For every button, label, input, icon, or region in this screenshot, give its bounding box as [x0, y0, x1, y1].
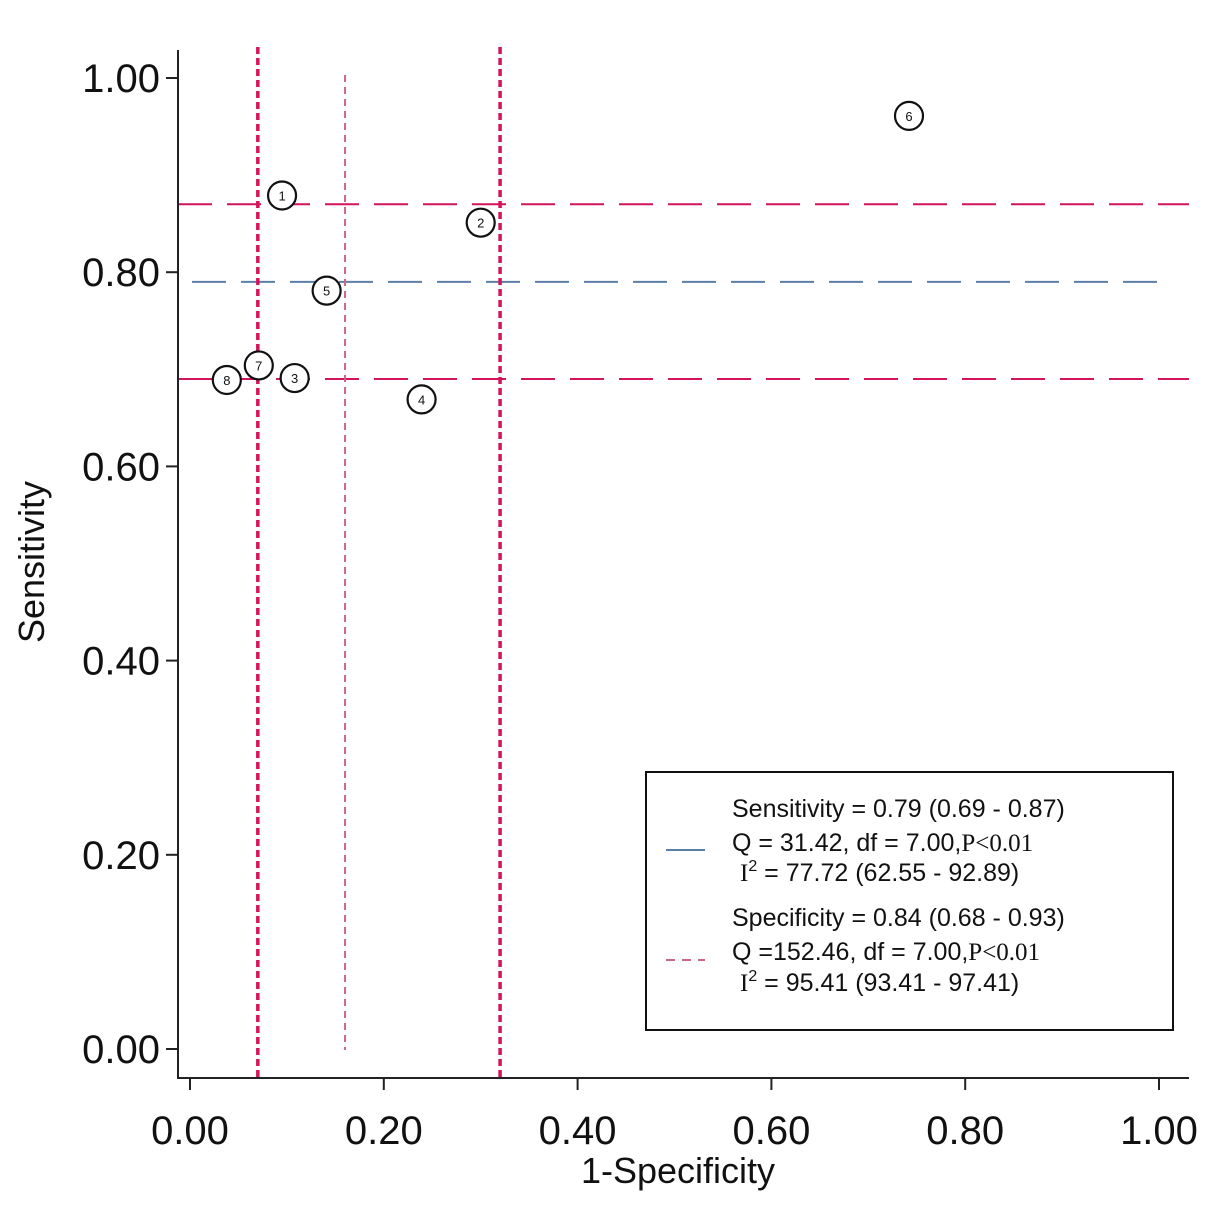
legend-sensitivity-line2: Q = 31.42, df = 7.00,P<0.01: [732, 829, 1033, 857]
study-point-label: 7: [255, 358, 262, 373]
study-point-8: 8: [211, 364, 242, 396]
x-tick-label: 0.60: [732, 1109, 810, 1153]
y-tick-label: 0.00: [82, 1028, 160, 1072]
legend-specificity-line2: Q =152.46, df = 7.00,P<0.01: [732, 938, 1040, 966]
study-point-label: 3: [291, 371, 298, 386]
study-point-circle: [211, 364, 242, 396]
y-tick-label: 0.40: [82, 640, 160, 684]
study-point-label: 1: [278, 188, 285, 203]
study-point-circle: [243, 350, 274, 381]
x-tick-label: 0.80: [926, 1109, 1004, 1153]
study-point-5: 5: [311, 275, 342, 306]
y-axis-title: Sensitivity: [11, 481, 52, 643]
study-point-label: 4: [418, 392, 425, 407]
study-point-1: 1: [266, 180, 298, 211]
study-point-4: 4: [406, 384, 437, 415]
x-axis-title: 1-Specificity: [581, 1150, 775, 1191]
x-tick-label: 0.40: [539, 1109, 617, 1153]
legend-sensitivity-line3: I2 = 77.72 (62.55 - 92.89): [740, 858, 1019, 887]
y-tick-label: 0.80: [82, 251, 160, 295]
x-tick-label: 0.00: [151, 1109, 229, 1153]
x-tick-label: 0.20: [345, 1109, 423, 1153]
reference-lines: [178, 47, 1189, 1078]
legend: Sensitivity = 0.79 (0.69 - 0.87) Q = 31.…: [645, 771, 1174, 1031]
legend-specificity-line3: I2 = 95.41 (93.41 - 97.41): [740, 968, 1019, 997]
legend-specificity-line1: Specificity = 0.84 (0.68 - 0.93): [732, 904, 1065, 932]
y-tick-label: 0.20: [82, 834, 160, 878]
study-point-label: 5: [323, 284, 330, 299]
study-point-circle: [266, 180, 298, 211]
legend-box: [645, 771, 1174, 1031]
legend-sensitivity-line1: Sensitivity = 0.79 (0.69 - 0.87): [732, 795, 1065, 823]
study-points: 1 2 3 4 5 6 7 8: [211, 100, 925, 415]
study-point-label: 6: [905, 109, 912, 124]
y-tick-label: 1.00: [82, 57, 160, 101]
study-point-circle: [465, 207, 496, 238]
study-point-label: 8: [223, 373, 230, 388]
axes: 0.00 0.20 0.40 0.60 0.80 1.00 0.00 0.20 0.40 0.60…: [82, 50, 1198, 1153]
study-point-3: 3: [279, 362, 310, 394]
study-point-label: 2: [477, 216, 484, 231]
study-point-circle: [279, 362, 310, 394]
study-point-2: 2: [465, 207, 496, 238]
study-point-7: 7: [243, 350, 274, 381]
x-tick-label: 1.00: [1120, 1109, 1198, 1153]
study-point-circle: [406, 384, 437, 415]
study-point-6: 6: [893, 100, 925, 131]
study-point-circle: [893, 100, 925, 131]
study-point-circle: [311, 275, 342, 306]
y-tick-label: 0.60: [82, 445, 160, 489]
